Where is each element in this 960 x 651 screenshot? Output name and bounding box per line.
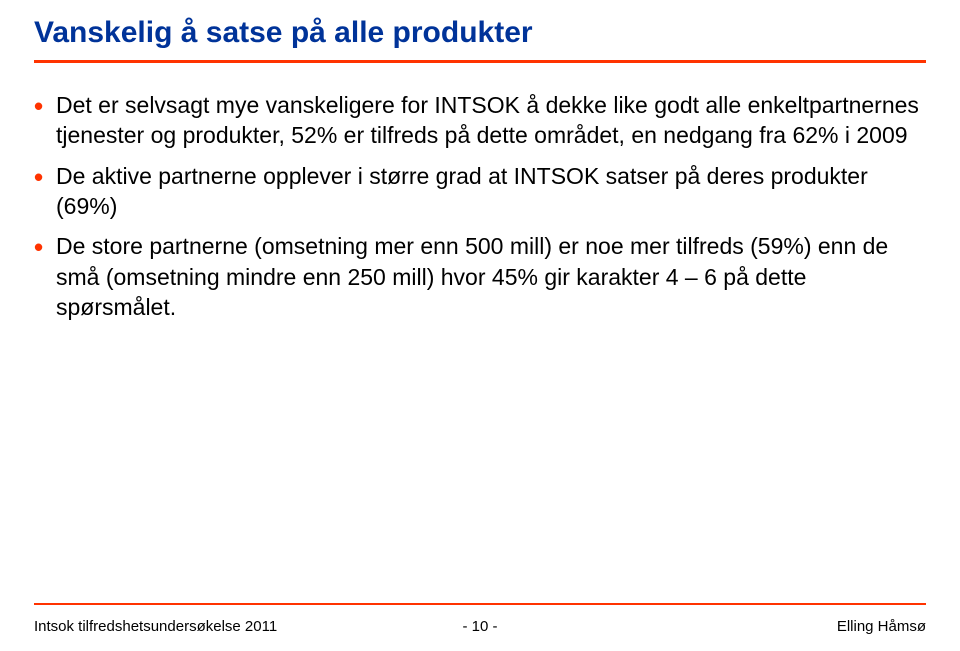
bullet-item: • Det er selvsagt mye vanskeligere for I…: [34, 90, 926, 151]
slide: Vanskelig å satse på alle produkter • De…: [0, 0, 960, 651]
slide-body: • Det er selvsagt mye vanskeligere for I…: [34, 90, 926, 333]
bullet-dot-icon: •: [34, 234, 56, 260]
slide-title: Vanskelig å satse på alle produkter: [34, 16, 533, 50]
bullet-text: De store partnerne (omsetning mer enn 50…: [56, 231, 926, 322]
bullet-item: • De store partnerne (omsetning mer enn …: [34, 231, 926, 322]
bullet-text: De aktive partnerne opplever i større gr…: [56, 161, 926, 222]
footer-right: Elling Håmsø: [837, 618, 926, 635]
footer: Intsok tilfredshetsundersøkelse 2011 - 1…: [34, 618, 926, 635]
bullet-dot-icon: •: [34, 93, 56, 119]
footer-page-number: - 10 -: [462, 618, 497, 635]
footer-left: Intsok tilfredshetsundersøkelse 2011: [34, 618, 277, 635]
footer-rule: [34, 603, 926, 605]
title-underline: [34, 60, 926, 63]
bullet-item: • De aktive partnerne opplever i større …: [34, 161, 926, 222]
bullet-text: Det er selvsagt mye vanskeligere for INT…: [56, 90, 926, 151]
bullet-dot-icon: •: [34, 164, 56, 190]
